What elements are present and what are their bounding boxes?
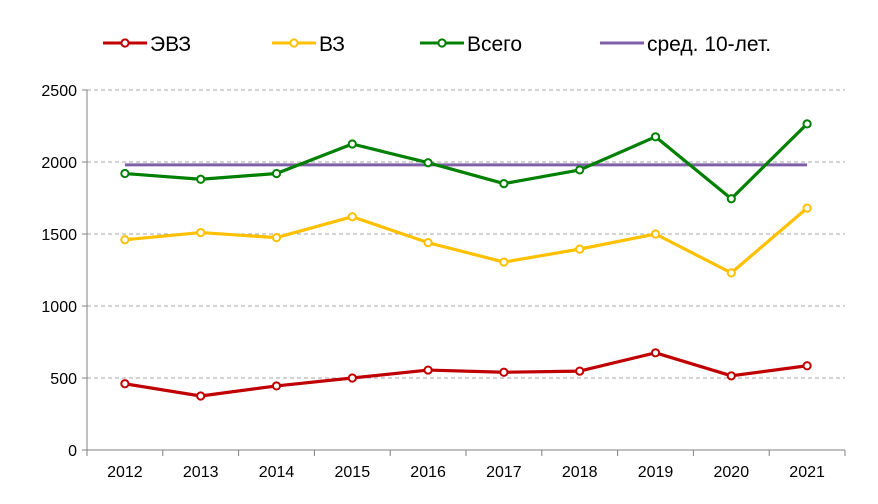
series-3 bbox=[120, 119, 812, 204]
data-point bbox=[423, 365, 433, 375]
data-point bbox=[802, 361, 812, 371]
y-tick-label: 2000 bbox=[41, 155, 77, 172]
y-tick-label: 0 bbox=[68, 443, 77, 460]
y-tick-label: 1500 bbox=[41, 227, 77, 244]
series-1 bbox=[120, 348, 812, 401]
data-point bbox=[347, 373, 357, 383]
data-point bbox=[120, 235, 130, 245]
y-tick-label: 2500 bbox=[41, 83, 77, 100]
x-tick-label: 2017 bbox=[486, 464, 522, 481]
data-point bbox=[271, 168, 282, 179]
legend-label: ЭВЗ bbox=[150, 33, 191, 56]
series-line bbox=[124, 206, 809, 275]
x-tick-label: 2019 bbox=[638, 464, 674, 481]
data-point bbox=[499, 367, 509, 377]
data-point bbox=[726, 194, 736, 204]
legend-marker bbox=[120, 38, 130, 48]
legend-item: ЭВЗ bbox=[103, 33, 191, 56]
data-point bbox=[347, 212, 357, 222]
legend: ЭВЗ ВЗ Всего сред. 10-лет. bbox=[103, 33, 771, 56]
data-point bbox=[650, 132, 661, 142]
x-tick-label: 2016 bbox=[410, 464, 446, 481]
data-point bbox=[196, 174, 206, 184]
data-point bbox=[347, 139, 357, 149]
data-point bbox=[271, 233, 282, 243]
data-point bbox=[650, 229, 661, 239]
x-tick-label: 2021 bbox=[789, 464, 825, 481]
data-point bbox=[802, 119, 812, 129]
data-point bbox=[120, 379, 130, 389]
data-point bbox=[802, 203, 812, 213]
x-tick-label: 2015 bbox=[335, 464, 371, 481]
y-tick-label: 500 bbox=[50, 371, 77, 388]
legend-item: сред. 10-лет. bbox=[600, 33, 771, 56]
data-point bbox=[120, 168, 130, 179]
data-point bbox=[499, 257, 509, 267]
data-point bbox=[271, 381, 282, 391]
data-point bbox=[726, 268, 736, 278]
x-tick-label: 2014 bbox=[259, 464, 295, 481]
legend-marker bbox=[289, 38, 299, 48]
series-line bbox=[124, 351, 808, 398]
x-tick-label: 2018 bbox=[562, 464, 598, 481]
legend-marker bbox=[437, 38, 447, 48]
x-axis-ticks: 2012 2013 2014 2015 2016 2017 2018 2019 2020 2021 bbox=[86, 450, 846, 481]
legend-item: Всего bbox=[420, 33, 522, 56]
data-point bbox=[575, 366, 585, 376]
data-point bbox=[423, 158, 433, 168]
y-tick-label: 1000 bbox=[41, 299, 77, 316]
data-point bbox=[726, 371, 736, 381]
legend-item: ВЗ bbox=[272, 33, 345, 56]
data-point bbox=[575, 165, 585, 175]
legend-label: Всего bbox=[467, 33, 522, 56]
series-2 bbox=[120, 203, 812, 278]
data-point bbox=[196, 391, 206, 401]
data-point bbox=[423, 238, 433, 248]
series-line bbox=[124, 122, 809, 201]
data-point bbox=[650, 348, 661, 358]
series-group bbox=[120, 119, 812, 401]
y-axis-ticks: 0 500 1000 1500 2000 2500 bbox=[41, 83, 87, 460]
legend-label: сред. 10-лет. bbox=[647, 33, 771, 56]
data-point bbox=[575, 244, 585, 254]
x-tick-label: 2020 bbox=[714, 464, 750, 481]
legend-label: ВЗ bbox=[319, 33, 345, 56]
x-tick-label: 2013 bbox=[183, 464, 219, 481]
x-tick-label: 2012 bbox=[107, 464, 143, 481]
data-point bbox=[196, 227, 206, 238]
data-point bbox=[499, 179, 509, 189]
